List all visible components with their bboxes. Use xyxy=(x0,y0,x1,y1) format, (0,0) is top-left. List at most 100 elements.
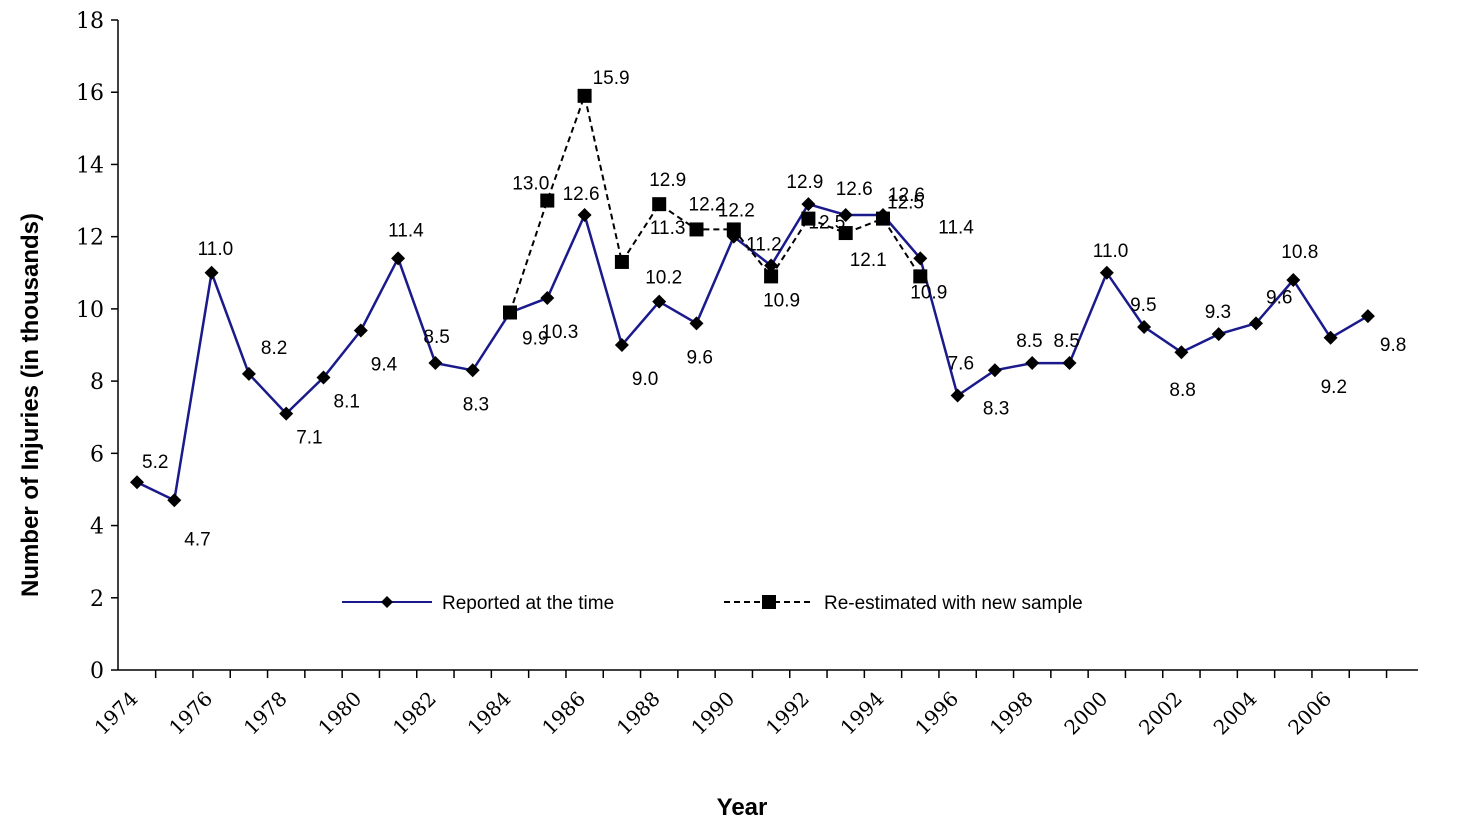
point-diamond xyxy=(1286,273,1301,287)
point-square xyxy=(503,305,517,320)
data-label: 12.1 xyxy=(850,250,887,271)
x-tick-label: 1994 xyxy=(836,687,889,740)
point-diamond xyxy=(1360,309,1375,324)
data-label: 12.9 xyxy=(786,172,823,193)
legend: Reported at the time Re-estimated with n… xyxy=(342,593,1083,614)
point-diamond xyxy=(1137,319,1152,334)
point-diamond xyxy=(1062,356,1077,371)
data-label: 10.3 xyxy=(541,322,578,343)
point-square xyxy=(614,254,629,269)
data-label: 9.9 xyxy=(522,329,548,350)
data-label: 13.0 xyxy=(512,174,549,195)
legend-marker-square-icon xyxy=(762,595,776,609)
data-label: 8.5 xyxy=(1054,331,1080,352)
point-diamond xyxy=(950,388,965,403)
data-label: 10.2 xyxy=(645,268,682,289)
data-label: 8.5 xyxy=(423,327,449,348)
y-tick-label: 8 xyxy=(90,370,104,395)
data-label: 8.2 xyxy=(261,338,287,359)
data-label: 11.4 xyxy=(388,220,424,241)
point-square xyxy=(652,197,667,212)
point-diamond xyxy=(279,406,294,421)
y-tick-label: 14 xyxy=(76,153,104,178)
x-tick-label: 1984 xyxy=(463,687,516,740)
data-label: 7.6 xyxy=(948,354,974,375)
point-square xyxy=(801,211,816,226)
x-tick-label: 2002 xyxy=(1134,687,1187,740)
x-tick-label: 1988 xyxy=(612,687,665,740)
point-diamond xyxy=(1099,265,1114,280)
point-diamond xyxy=(577,208,592,222)
x-tick-label: 1998 xyxy=(985,687,1038,740)
data-label: 10.9 xyxy=(910,282,947,303)
point-diamond xyxy=(540,291,555,306)
point-diamond xyxy=(391,251,406,266)
y-tick-label: 12 xyxy=(76,226,104,251)
x-tick-label: 2006 xyxy=(1283,687,1336,740)
data-label: 8.1 xyxy=(334,392,360,413)
point-square xyxy=(540,193,555,208)
legend-label-reported: Reported at the time xyxy=(442,593,614,614)
y-ticks: 0 2 4 6 8 10 12 14 16 18 xyxy=(76,9,118,684)
series-line-reported xyxy=(136,202,1369,503)
point-diamond xyxy=(1211,327,1226,342)
series-layer xyxy=(130,88,1375,508)
x-tick-label: 1976 xyxy=(164,687,217,740)
point-diamond xyxy=(428,356,443,371)
point-diamond xyxy=(204,265,219,280)
data-label: 9.0 xyxy=(632,369,658,390)
x-tick-label: 1992 xyxy=(761,687,814,740)
point-diamond xyxy=(913,251,928,266)
x-tick-label: 2004 xyxy=(1209,687,1262,740)
data-label: 12.5 xyxy=(808,213,845,234)
legend-label-reestimated: Re-estimated with new sample xyxy=(824,593,1083,614)
point-diamond xyxy=(801,197,816,212)
point-diamond xyxy=(689,316,704,331)
y-tick-label: 6 xyxy=(90,442,104,467)
data-label: 12.6 xyxy=(836,179,873,200)
y-tick-label: 4 xyxy=(90,515,104,540)
point-diamond xyxy=(838,208,853,222)
y-axis-title: Number of Injuries (in thousands) xyxy=(17,213,44,597)
data-label: 12.6 xyxy=(563,184,600,205)
data-label: 8.3 xyxy=(983,398,1009,419)
plot-area: 0 2 4 6 8 10 12 14 16 18 1974 1976 1978 1980 1982 1984… xyxy=(76,9,1418,740)
data-label: 9.6 xyxy=(687,347,713,368)
y-tick-label: 16 xyxy=(76,81,104,106)
data-label: 8.3 xyxy=(463,394,489,415)
x-tick-label: 1980 xyxy=(313,687,366,740)
data-label: 11.0 xyxy=(198,239,234,260)
data-labels: 5.2 4.7 11.0 8.2 7.1 8.1 9.4 11.4 8.5 8.3 10.3 12.6… xyxy=(142,68,1406,550)
data-label: 9.6 xyxy=(1266,287,1292,308)
y-tick-label: 10 xyxy=(76,298,104,323)
point-square xyxy=(726,222,741,237)
point-square xyxy=(577,88,592,103)
point-diamond xyxy=(167,493,182,508)
point-diamond xyxy=(316,370,331,385)
point-diamond xyxy=(614,338,629,352)
point-diamond xyxy=(764,258,779,273)
y-tick-label: 18 xyxy=(76,9,104,34)
point-diamond xyxy=(1025,356,1040,371)
point-diamond xyxy=(1249,316,1263,331)
point-square xyxy=(838,226,853,241)
data-label: 9.2 xyxy=(1321,377,1347,398)
point-diamond xyxy=(1323,330,1338,345)
data-label: 5.2 xyxy=(142,452,168,473)
data-label: 8.5 xyxy=(1016,331,1042,352)
data-label: 11.0 xyxy=(1093,241,1129,262)
data-label: 15.9 xyxy=(593,68,630,89)
data-label: 11.3 xyxy=(650,218,686,239)
point-diamond xyxy=(241,366,256,381)
data-label: 10.8 xyxy=(1281,242,1318,263)
point-diamond xyxy=(652,294,667,309)
x-tick-label: 1996 xyxy=(910,687,963,740)
x-tick-label: 1986 xyxy=(537,687,590,740)
y-tick-label: 2 xyxy=(90,587,104,612)
data-label: 7.1 xyxy=(296,428,322,449)
data-label: 12.6 xyxy=(888,185,925,206)
x-tick-label: 2000 xyxy=(1059,687,1112,740)
point-diamond xyxy=(465,363,480,378)
point-diamond xyxy=(353,323,368,338)
